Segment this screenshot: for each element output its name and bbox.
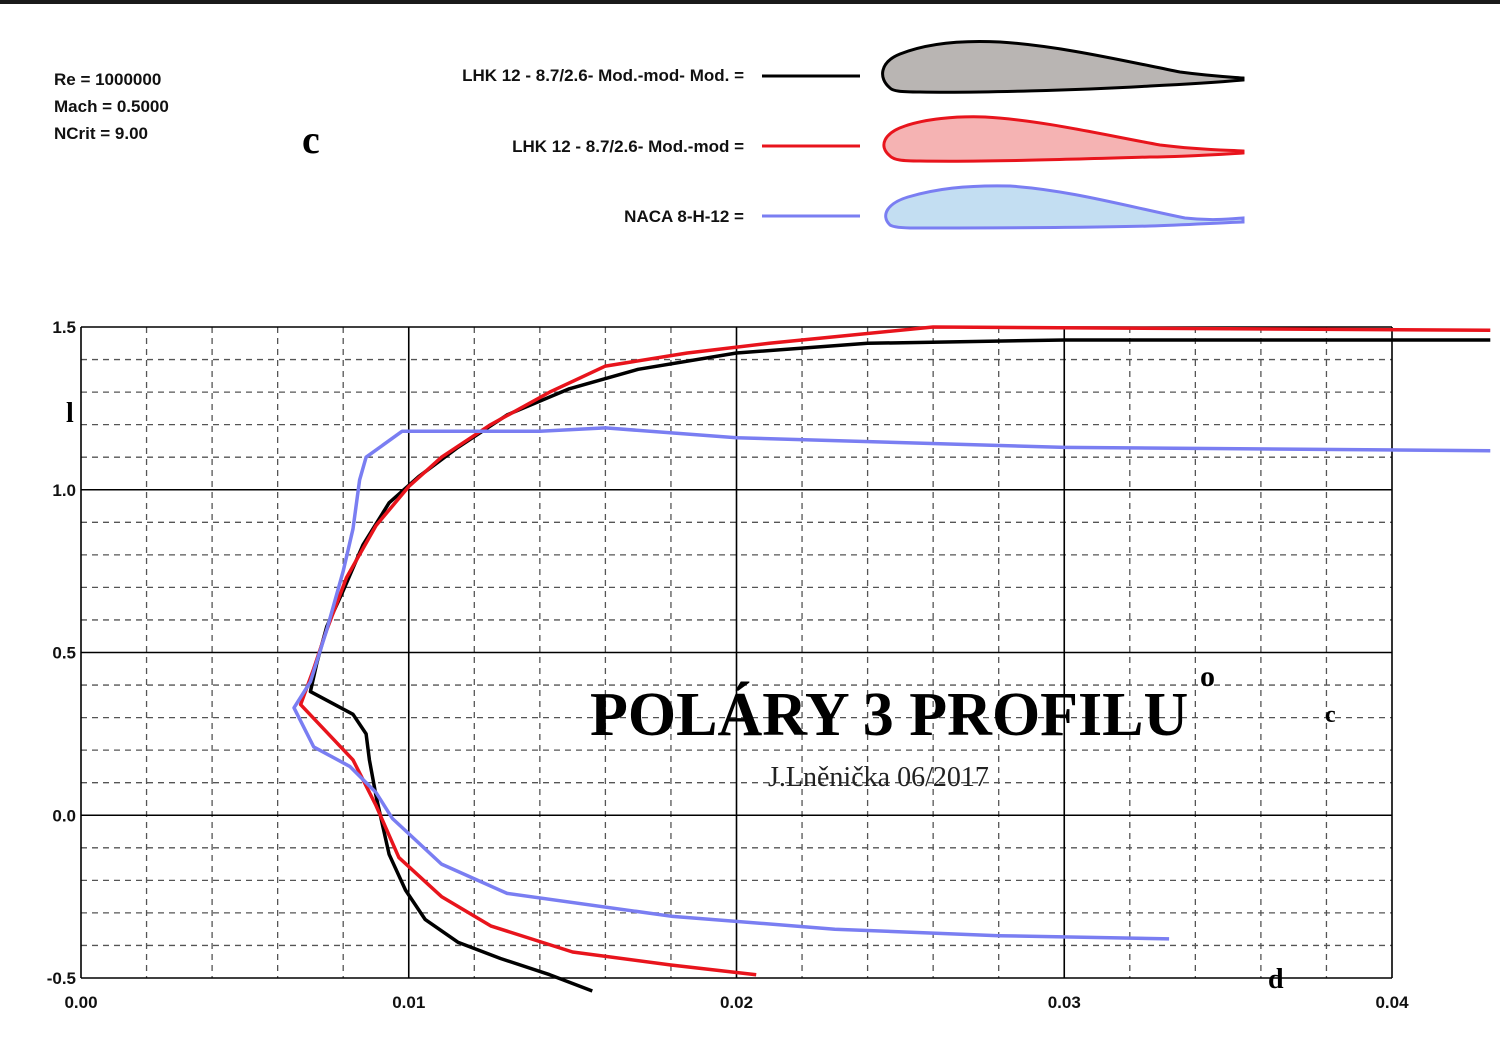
author-credit: J.Lněnička 06/2017 [768, 762, 989, 793]
y-tick-label: 0.5 [52, 644, 76, 663]
y-tick-label: -0.5 [47, 969, 76, 988]
airfoil-lhk-mod-mod [882, 115, 1245, 163]
x-tick-label: 0.02 [720, 993, 753, 1012]
legend-label-naca: NACA 8-H-12 = [624, 207, 744, 226]
airfoil-naca-8-h-12 [884, 184, 1245, 230]
series-line-0 [308, 338, 1491, 993]
mach-number: Mach = 0.5000 [54, 97, 169, 116]
top-border [0, 0, 1500, 4]
y-tick-label: 1.5 [52, 318, 76, 337]
x-tick-label: 0.04 [1375, 993, 1409, 1012]
series-line-1 [298, 325, 1491, 977]
series-line-2 [292, 426, 1491, 941]
annotation-c-small: c [1325, 702, 1336, 728]
airfoil-lhk-mod-mod-mod [881, 40, 1245, 94]
title-ring-o: o [1200, 660, 1215, 693]
axis-label-l: l [66, 398, 74, 429]
chart-axes [80, 326, 1393, 979]
x-tick-label: 0.03 [1048, 993, 1081, 1012]
reynolds-number: Re = 1000000 [54, 70, 162, 89]
legend-label-lhk-mod-mod-mod: LHK 12 - 8.7/2.6- Mod.-mod- Mod. = [462, 66, 744, 85]
simulation-parameters: Re = 1000000 Mach = 0.5000 NCrit = 9.00 [54, 66, 169, 147]
y-tick-label: 0.0 [52, 806, 76, 825]
y-tick-label: 1.0 [52, 481, 76, 500]
legend-label-lhk-mod-mod: LHK 12 - 8.7/2.6- Mod.-mod = [512, 137, 744, 156]
chart-title: POLÁRY 3 PROFILU [590, 681, 1189, 749]
annotation-c: c [302, 117, 320, 162]
chart-grid [81, 327, 1392, 978]
ncrit-value: NCrit = 9.00 [54, 124, 149, 143]
axis-label-d: d [1268, 964, 1284, 995]
x-tick-label: 0.00 [64, 993, 97, 1012]
chart-tick-labels: 0.00 0.01 0.02 0.03 0.04 -0.5 0.0 0.5 1.0 1.5 [47, 318, 1409, 1012]
chart-series [292, 325, 1491, 993]
x-tick-label: 0.01 [392, 993, 425, 1012]
